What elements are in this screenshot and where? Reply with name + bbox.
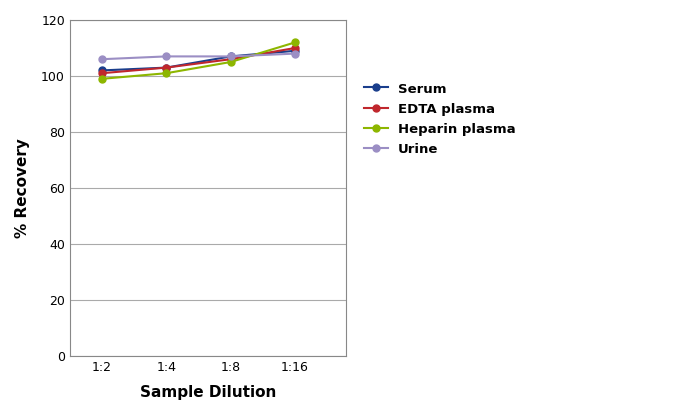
X-axis label: Sample Dilution: Sample Dilution (140, 385, 276, 400)
Urine (162, 54, 171, 59)
Line: EDTA plasma: EDTA plasma (99, 44, 298, 77)
Y-axis label: % Recovery: % Recovery (15, 138, 30, 238)
EDTA plasma (291, 46, 299, 51)
Line: Heparin plasma: Heparin plasma (99, 39, 298, 82)
Urine (226, 54, 235, 59)
Legend: Serum, EDTA plasma, Heparin plasma, Urine: Serum, EDTA plasma, Heparin plasma, Urin… (359, 77, 521, 161)
Serum (162, 65, 171, 70)
Line: Urine: Urine (99, 50, 298, 63)
Serum (291, 48, 299, 53)
Urine (98, 57, 106, 62)
Heparin plasma (226, 59, 235, 64)
Serum (98, 68, 106, 73)
EDTA plasma (98, 71, 106, 76)
EDTA plasma (226, 57, 235, 62)
Line: Serum: Serum (99, 47, 298, 74)
EDTA plasma (162, 65, 171, 70)
Serum (226, 54, 235, 59)
Heparin plasma (162, 71, 171, 76)
Urine (291, 51, 299, 56)
Heparin plasma (291, 40, 299, 45)
Heparin plasma (98, 76, 106, 81)
